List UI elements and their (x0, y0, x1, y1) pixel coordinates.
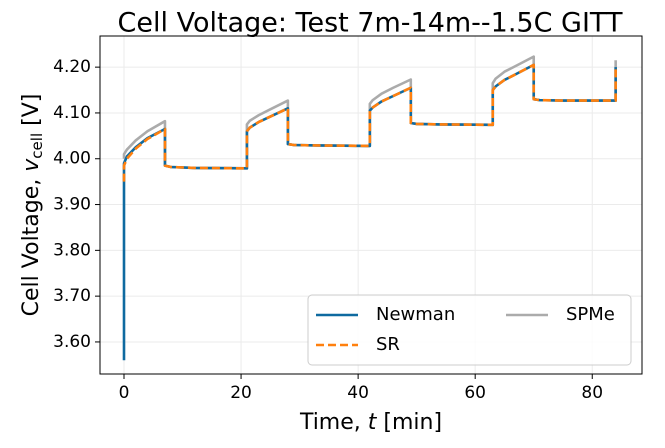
legend-label: SPMe (566, 304, 615, 325)
y-axis-label: Cell Voltage, vcell [V] (19, 94, 46, 317)
x-label-text: Time, (299, 410, 368, 435)
y-tick-label: 3.70 (53, 286, 91, 306)
y-tick-label: 4.10 (53, 103, 91, 123)
legend-label: Newman (376, 304, 455, 325)
y-tick-label: 4.00 (53, 149, 91, 169)
legend-label: SR (376, 334, 400, 355)
chart-title: Cell Voltage: Test 7m-14m--1.5C GITT (118, 8, 623, 39)
y-tick-label: 3.90 (53, 195, 91, 215)
x-tick-label: 80 (581, 383, 603, 403)
y-label-unit: [V] (19, 94, 44, 133)
x-label-symbol: t (368, 410, 378, 435)
x-axis-label: Time, t [min] (299, 410, 442, 435)
y-tick-label: 3.80 (53, 240, 91, 260)
series-line (122, 63, 617, 182)
x-label-unit: [min] (376, 410, 442, 435)
y-tick-label: 4.20 (53, 57, 91, 77)
y-label-subscript: cell (28, 133, 46, 159)
x-tick-label: 20 (230, 383, 252, 403)
y-label-text: Cell Voltage, (19, 172, 44, 317)
x-tick-label: 0 (119, 383, 130, 403)
y-label-symbol: v (19, 158, 44, 172)
legend-box (307, 294, 632, 366)
x-tick-label: 60 (464, 383, 486, 403)
y-tick-label: 3.60 (53, 332, 91, 352)
x-tick-label: 40 (347, 383, 369, 403)
plot-frame (99, 35, 643, 375)
